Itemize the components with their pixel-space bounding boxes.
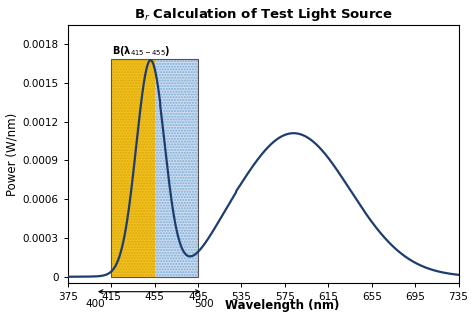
Y-axis label: Power (W/nm): Power (W/nm) — [6, 112, 18, 196]
Bar — [111, 60, 198, 277]
Text: 500: 500 — [194, 300, 213, 309]
Text: 400: 400 — [85, 300, 105, 309]
Title: B$_r$ Calculation of Test Light Source: B$_r$ Calculation of Test Light Source — [134, 6, 393, 23]
Bar — [111, 60, 155, 277]
Text: Wavelength (nm): Wavelength (nm) — [225, 300, 339, 312]
Bar — [111, 60, 155, 277]
Bar — [111, 60, 198, 277]
Text: $\mathbf{B}$($\mathbf{\lambda}_{415-455}$): $\mathbf{B}$($\mathbf{\lambda}_{415-455}… — [112, 44, 171, 58]
Bar — [111, 60, 198, 277]
